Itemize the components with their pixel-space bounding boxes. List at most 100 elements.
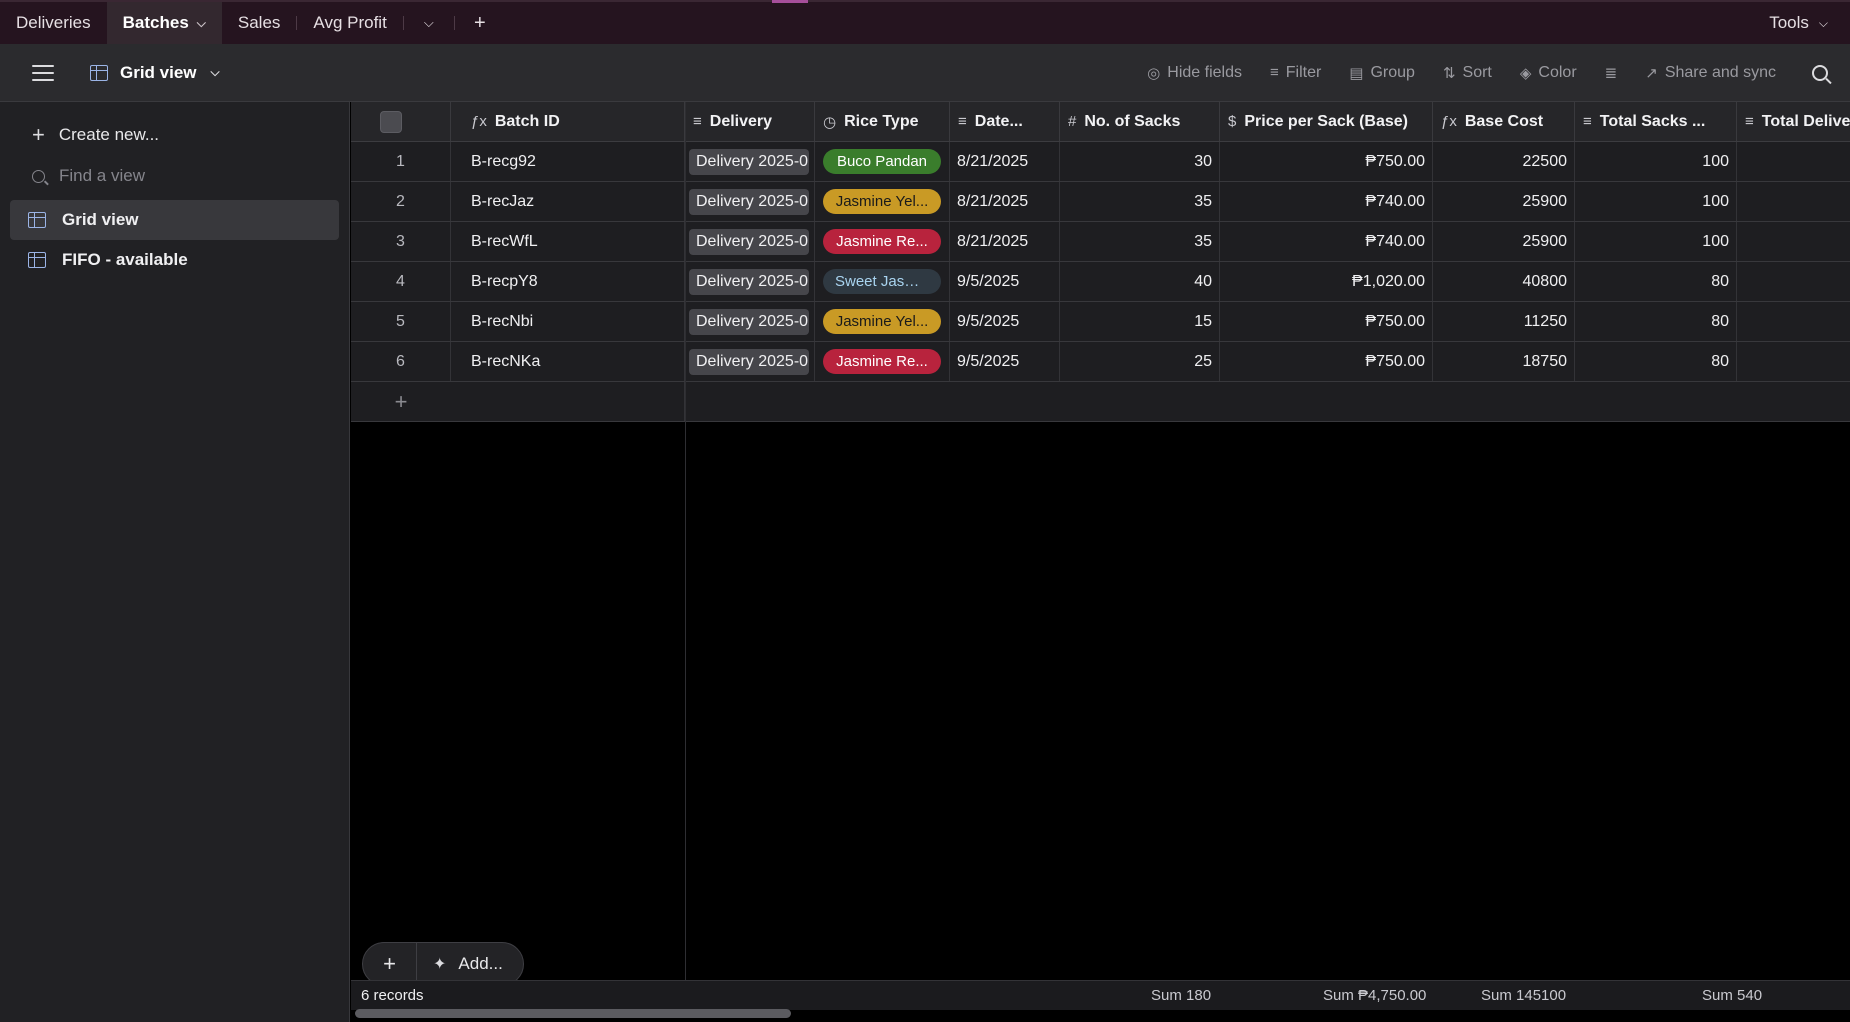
col-rice-type[interactable]: ◷ Rice Type <box>815 102 950 141</box>
cell-price-per-sack[interactable]: ₱750.00 <box>1220 142 1433 181</box>
cell-rice-type[interactable]: Jasmine Re... <box>815 222 950 261</box>
cell-rice-type[interactable]: Jasmine Re... <box>815 342 950 381</box>
select-all-checkbox[interactable] <box>380 110 402 133</box>
cell-price-per-sack[interactable]: ₱740.00 <box>1220 222 1433 261</box>
table-row[interactable]: 3 B-recWfL Delivery 2025-0 Jasmine Re... 8/2… <box>351 222 1850 262</box>
group-button[interactable]: ▤ Group <box>1335 64 1429 82</box>
cell-price-per-sack[interactable]: ₱750.00 <box>1220 302 1433 341</box>
cell-date[interactable]: 8/21/2025 <box>950 142 1060 181</box>
sum-price-per-sack[interactable]: Sum ₱4,750.00 <box>1323 987 1427 1004</box>
table-row[interactable]: 1 B-recg92 Delivery 2025-0 Buco Pandan 8/21/… <box>351 142 1850 182</box>
cell-batch-id[interactable]: B-recJaz <box>451 182 685 221</box>
search-button[interactable] <box>1790 64 1850 81</box>
linked-record-chip[interactable]: Delivery 2025-0 <box>689 348 809 375</box>
tab-sales[interactable]: Sales <box>222 2 297 44</box>
cell-delivery[interactable]: Delivery 2025-0 <box>685 342 815 381</box>
cell-delivery[interactable]: Delivery 2025-0 <box>685 142 815 181</box>
cell-date[interactable]: 8/21/2025 <box>950 222 1060 261</box>
cell-no-of-sacks[interactable]: 25 <box>1060 342 1220 381</box>
add-button[interactable]: ✦ Add... <box>417 954 523 974</box>
cell-total-delivery[interactable] <box>1737 342 1850 381</box>
col-no-of-sacks[interactable]: # No. of Sacks <box>1060 102 1220 141</box>
cell-base-cost[interactable]: 22500 <box>1433 142 1575 181</box>
cell-no-of-sacks[interactable]: 30 <box>1060 142 1220 181</box>
col-delivery[interactable]: ≡ Delivery <box>685 102 815 141</box>
sum-no-of-sacks[interactable]: Sum 180 <box>1151 987 1212 1004</box>
linked-record-chip[interactable]: Delivery 2025-0 <box>689 268 809 295</box>
cell-total-delivery[interactable] <box>1737 262 1850 301</box>
color-button[interactable]: ◈ Color <box>1506 64 1591 82</box>
table-row[interactable]: 5 B-recNbi Delivery 2025-0 Jasmine Yel... 9/… <box>351 302 1850 342</box>
view-switcher[interactable]: Grid view ⌵ <box>90 63 220 83</box>
find-view-input[interactable]: Find a view <box>32 166 349 186</box>
col-base-cost[interactable]: ƒx Base Cost <box>1433 102 1575 141</box>
add-record-plus-icon[interactable]: + <box>363 943 417 985</box>
hamburger-menu-icon[interactable] <box>32 64 54 81</box>
tab-deliveries[interactable]: Deliveries <box>0 2 107 44</box>
table-row[interactable]: 2 B-recJaz Delivery 2025-0 Jasmine Yel... 8/… <box>351 182 1850 222</box>
cell-total-sacks[interactable]: 100 <box>1575 222 1737 261</box>
cell-batch-id[interactable]: B-recNbi <box>451 302 685 341</box>
hide-fields-button[interactable]: ◎ Hide fields <box>1133 64 1256 82</box>
col-total-sacks[interactable]: ≡ Total Sacks ... <box>1575 102 1737 141</box>
create-new-view-button[interactable]: + Create new... <box>32 124 349 146</box>
cell-base-cost[interactable]: 25900 <box>1433 182 1575 221</box>
cell-total-sacks[interactable]: 100 <box>1575 142 1737 181</box>
table-row[interactable]: 4 B-recpY8 Delivery 2025-0 Sweet Jasm... 9/5… <box>351 262 1850 302</box>
chevron-down-icon[interactable]: ⌵ <box>196 15 206 30</box>
cell-total-delivery[interactable] <box>1737 182 1850 221</box>
cell-batch-id[interactable]: B-recg92 <box>451 142 685 181</box>
cell-base-cost[interactable]: 11250 <box>1433 302 1575 341</box>
cell-no-of-sacks[interactable]: 35 <box>1060 222 1220 261</box>
cell-delivery[interactable]: Delivery 2025-0 <box>685 302 815 341</box>
col-batch-id[interactable]: ƒx Batch ID <box>451 102 685 141</box>
linked-record-chip[interactable]: Delivery 2025-0 <box>689 188 809 215</box>
cell-total-sacks[interactable]: 80 <box>1575 262 1737 301</box>
sum-total-sacks[interactable]: Sum 540 <box>1702 987 1763 1004</box>
cell-no-of-sacks[interactable]: 35 <box>1060 182 1220 221</box>
cell-total-delivery[interactable] <box>1737 222 1850 261</box>
cell-price-per-sack[interactable]: ₱750.00 <box>1220 342 1433 381</box>
more-tables-chevron-icon[interactable]: ⌵ <box>423 15 434 30</box>
cell-date[interactable]: 8/21/2025 <box>950 182 1060 221</box>
tab-avg-profit[interactable]: Avg Profit <box>297 2 402 44</box>
share-sync-button[interactable]: ↗ Share and sync <box>1631 64 1790 82</box>
cell-batch-id[interactable]: B-recpY8 <box>451 262 685 301</box>
cell-date[interactable]: 9/5/2025 <box>950 262 1060 301</box>
cell-base-cost[interactable]: 40800 <box>1433 262 1575 301</box>
add-row-plus-icon[interactable]: + <box>394 388 408 414</box>
add-table-plus-icon[interactable]: + <box>473 11 486 34</box>
linked-record-chip[interactable]: Delivery 2025-0 <box>689 308 809 335</box>
cell-total-delivery[interactable] <box>1737 142 1850 181</box>
horizontal-scrollbar[interactable] <box>355 1009 791 1018</box>
cell-batch-id[interactable]: B-recNKa <box>451 342 685 381</box>
tab-batches[interactable]: Batches ⌵ <box>106 2 222 44</box>
cell-no-of-sacks[interactable]: 15 <box>1060 302 1220 341</box>
sidebar-item-fifo-available[interactable]: FIFO - available <box>10 240 339 280</box>
cell-batch-id[interactable]: B-recWfL <box>451 222 685 261</box>
cell-base-cost[interactable]: 18750 <box>1433 342 1575 381</box>
cell-no-of-sacks[interactable]: 40 <box>1060 262 1220 301</box>
cell-date[interactable]: 9/5/2025 <box>950 302 1060 341</box>
cell-date[interactable]: 9/5/2025 <box>950 342 1060 381</box>
cell-rice-type[interactable]: Jasmine Yel... <box>815 182 950 221</box>
linked-record-chip[interactable]: Delivery 2025-0 <box>689 148 809 175</box>
cell-total-sacks[interactable]: 80 <box>1575 302 1737 341</box>
cell-delivery[interactable]: Delivery 2025-0 <box>685 222 815 261</box>
cell-rice-type[interactable]: Jasmine Yel... <box>815 302 950 341</box>
col-date[interactable]: ≡ Date... <box>950 102 1060 141</box>
sort-button[interactable]: ⇅ Sort <box>1429 64 1506 82</box>
cell-total-sacks[interactable]: 80 <box>1575 342 1737 381</box>
add-row[interactable]: + <box>351 382 1850 422</box>
col-price-per-sack[interactable]: $ Price per Sack (Base) <box>1220 102 1433 141</box>
cell-total-sacks[interactable]: 100 <box>1575 182 1737 221</box>
cell-price-per-sack[interactable]: ₱740.00 <box>1220 182 1433 221</box>
cell-total-delivery[interactable] <box>1737 302 1850 341</box>
cell-price-per-sack[interactable]: ₱1,020.00 <box>1220 262 1433 301</box>
row-height-button[interactable]: ≣ <box>1591 64 1632 82</box>
filter-button[interactable]: ≡ Filter <box>1256 64 1335 82</box>
linked-record-chip[interactable]: Delivery 2025-0 <box>689 228 809 255</box>
table-row[interactable]: 6 B-recNKa Delivery 2025-0 Jasmine Re... 9/5… <box>351 342 1850 382</box>
col-total-delivery[interactable]: ≡ Total Delive <box>1737 102 1850 141</box>
tools-menu[interactable]: Tools ⌵ <box>1747 2 1850 44</box>
